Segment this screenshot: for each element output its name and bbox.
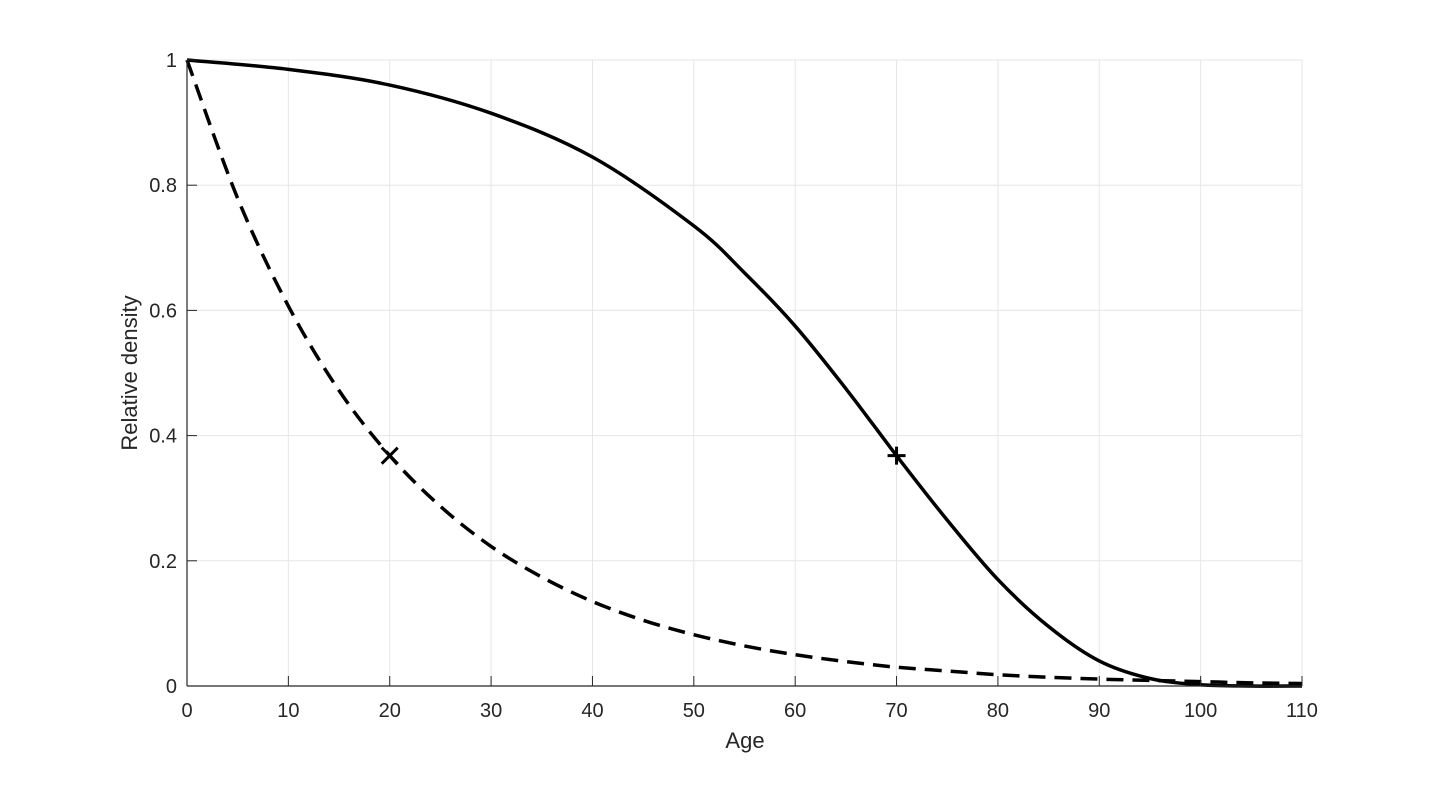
x-tick-label: 70 — [885, 700, 907, 722]
x-tick-label: 10 — [277, 700, 299, 722]
x-tick-label: 60 — [784, 700, 806, 722]
x-tick-label: 110 — [1286, 700, 1318, 722]
data-markers — [380, 446, 906, 465]
x-axis-label: Age — [725, 728, 764, 753]
y-tick-label: 0 — [166, 676, 177, 698]
dashed-series-line — [185, 59, 1303, 686]
x-tick-label: 0 — [181, 700, 192, 722]
x-tick-label: 30 — [480, 700, 502, 722]
x-tick-label: 100 — [1184, 700, 1217, 722]
x-tick-label: 20 — [379, 700, 401, 722]
y-tick-label: 0.8 — [149, 175, 177, 197]
series-lines — [185, 58, 1303, 688]
solid-series-line — [186, 58, 1303, 688]
y-tick-label: 0.6 — [149, 300, 177, 322]
cross-marker — [380, 446, 399, 465]
y-axis-label: Relative density — [117, 295, 142, 450]
x-tick-label: 80 — [987, 700, 1009, 722]
grid-lines — [186, 59, 1303, 687]
plus-marker — [887, 446, 906, 465]
x-tick-label: 90 — [1088, 700, 1110, 722]
y-tick-label: 0.4 — [149, 426, 177, 448]
cross-marker-stroke — [380, 446, 399, 465]
x-tick-label: 50 — [683, 700, 705, 722]
axes — [186, 59, 1303, 687]
tick-labels: 0 10 20 30 40 50 60 70 80 90 100 110 0 0.2 0.4 0.6 0.8 1 — [149, 50, 1318, 722]
y-tick-label: 0.2 — [149, 551, 177, 573]
x-tick-label: 40 — [581, 700, 603, 722]
y-tick-label: 1 — [166, 50, 177, 72]
